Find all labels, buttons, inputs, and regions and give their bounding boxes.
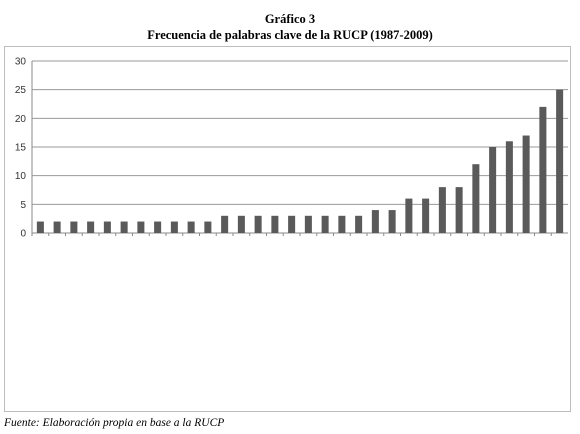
y-tick-label: 30 <box>15 57 27 68</box>
y-tick-label: 10 <box>15 171 27 182</box>
bar <box>422 198 430 233</box>
y-tick-label: 0 <box>20 229 26 240</box>
bar <box>154 221 162 233</box>
bar <box>103 221 111 233</box>
bar <box>438 187 446 233</box>
bar <box>321 215 329 233</box>
bar <box>338 215 346 233</box>
bar <box>36 221 44 233</box>
bar <box>170 221 178 233</box>
bar <box>53 221 61 233</box>
bar <box>539 106 547 233</box>
y-tick-label: 25 <box>15 85 27 96</box>
bar <box>87 221 95 233</box>
bar <box>70 221 78 233</box>
bar <box>204 221 212 233</box>
bar <box>304 215 312 233</box>
y-tick-label: 5 <box>20 200 26 211</box>
bar <box>522 135 530 233</box>
bar <box>288 215 296 233</box>
bar <box>237 215 245 233</box>
bar <box>405 198 413 233</box>
chart-frame <box>4 46 571 412</box>
bar <box>371 210 379 233</box>
bar <box>271 215 279 233</box>
bar <box>489 147 497 233</box>
bar <box>505 141 513 233</box>
y-tick-label: 20 <box>15 114 27 125</box>
bar <box>472 164 480 233</box>
bar <box>187 221 195 233</box>
chart-title: Gráfico 3 <box>264 12 316 26</box>
bar <box>388 210 396 233</box>
y-tick-label: 15 <box>15 143 27 154</box>
bar <box>120 221 128 233</box>
bar <box>221 215 229 233</box>
chart-subtitle: Frecuencia de palabras clave de la RUCP … <box>147 28 433 42</box>
bar <box>137 221 145 233</box>
bar <box>455 187 463 233</box>
bar <box>355 215 363 233</box>
source-note: Fuente: Elaboración propia en base a la … <box>4 417 225 429</box>
bar <box>254 215 262 233</box>
bar <box>556 89 564 234</box>
